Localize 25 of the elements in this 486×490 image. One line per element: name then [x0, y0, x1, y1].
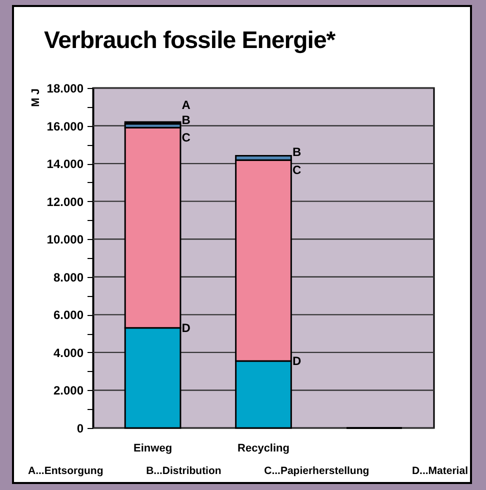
text: C...Papierherstellung: [264, 465, 370, 477]
series-label: B: [182, 112, 191, 127]
y-tick-label: 14.000: [46, 157, 84, 172]
text: D: [292, 354, 302, 368]
y-tick-label: 18.000: [46, 82, 84, 96]
y-tick-label: 6.000: [53, 308, 84, 322]
y-tick-label: 12.000: [46, 194, 84, 209]
y-tick-label: 16.000: [46, 119, 84, 134]
y-tick-label: 4.000: [53, 346, 84, 360]
y-axis-title: M J: [30, 88, 42, 107]
y-tick-label: 10.000: [46, 232, 84, 247]
text: D...Material: [412, 465, 468, 477]
y-tick-label: 2.000: [53, 384, 84, 398]
y-tick-label: 0: [76, 422, 84, 436]
x-tick-label: Einweg: [134, 442, 172, 454]
text: B...Distribution: [146, 465, 222, 477]
text: B: [292, 144, 302, 159]
y-tick-label: 8.000: [53, 270, 84, 284]
series-label: C: [182, 130, 191, 145]
x-tick-label: Recycling: [238, 442, 290, 454]
series-label: A: [182, 98, 191, 112]
text: C: [292, 163, 302, 178]
text: A...Entsorgung: [28, 465, 104, 477]
chart-title: Verbrauch fossile Energie*: [44, 27, 336, 55]
series-label: D: [182, 320, 191, 335]
